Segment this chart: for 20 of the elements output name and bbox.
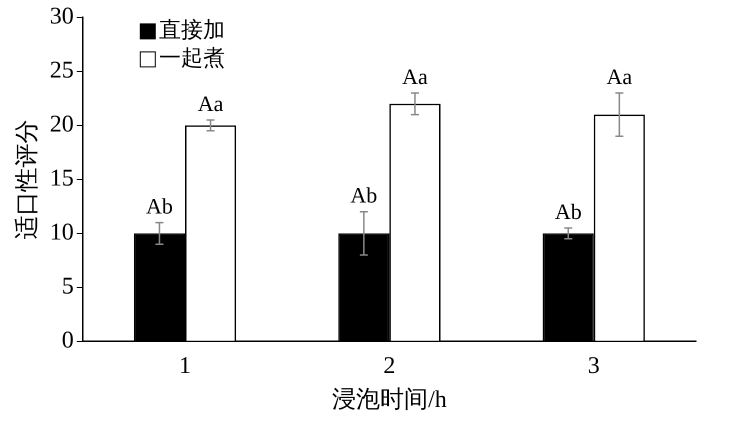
legend-label: 一起煮 [158, 45, 225, 70]
y-tick-label: 30 [50, 4, 74, 30]
data-label: Aa [402, 64, 428, 89]
y-tick-label: 0 [62, 328, 74, 354]
x-axis-title: 浸泡时间/h [332, 386, 447, 413]
y-tick-label: 10 [50, 220, 74, 246]
y-axis-title: 适口性评分 [14, 119, 41, 240]
data-label: Ab [554, 198, 582, 224]
y-tick-label: 15 [50, 166, 74, 192]
x-tick-label: 2 [383, 353, 396, 380]
data-label: Ab [146, 193, 173, 218]
x-tick-label: 3 [588, 353, 600, 380]
x-tick-label: 1 [179, 353, 191, 380]
legend-label: 直接加 [158, 17, 225, 42]
y-tick-label: 20 [50, 112, 74, 138]
data-label: Aa [198, 90, 224, 116]
y-tick-label: 25 [50, 58, 74, 84]
y-tick-label: 5 [62, 274, 74, 300]
data-label: Ab [350, 182, 378, 208]
data-label: Aa [606, 64, 632, 89]
